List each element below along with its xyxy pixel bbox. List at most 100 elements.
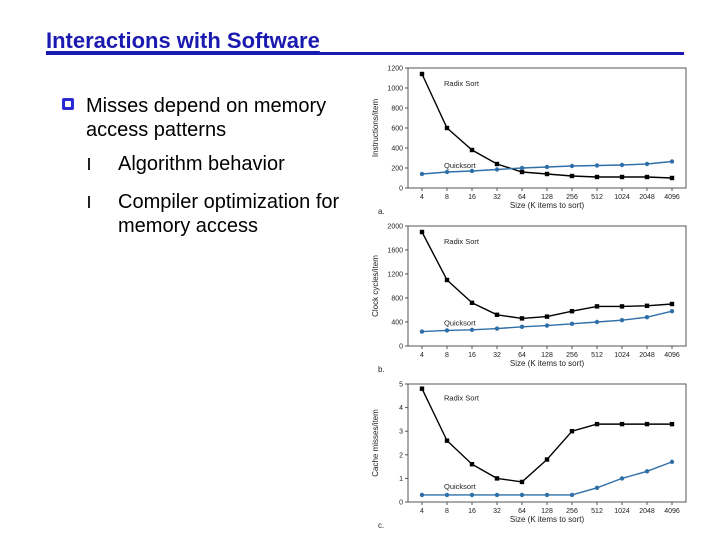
x-tick-label: 4096: [664, 508, 680, 515]
slide-title: Interactions with Software: [46, 28, 320, 53]
radix-sort-point: [419, 71, 425, 77]
title-rule: [46, 52, 684, 55]
panel-label: c.: [378, 521, 384, 530]
quicksort-label: Quicksort: [444, 482, 477, 491]
y-tick-label: 0: [399, 344, 403, 351]
quicksort-point: [544, 164, 550, 170]
quicksort-point: [544, 323, 550, 328]
quicksort-point: [444, 169, 450, 175]
quicksort-point: [469, 168, 475, 174]
radix-sort-point: [544, 314, 550, 319]
radix-sort-point: [519, 316, 525, 321]
radix-sort-point: [594, 304, 600, 309]
radix-sort-point: [569, 309, 575, 314]
x-tick-label: 16: [468, 352, 476, 359]
x-tick-label: 4: [420, 508, 424, 515]
radix-sort-point: [469, 300, 475, 305]
x-tick-label: 128: [541, 194, 553, 201]
quicksort-point: [494, 167, 500, 172]
radix-sort-point: [619, 304, 625, 309]
x-tick-label: 512: [591, 508, 603, 515]
quicksort-point: [669, 459, 675, 465]
y-axis-label: Clock cycles/item: [371, 255, 380, 317]
x-tick-label: 64: [518, 352, 526, 359]
radix-sort-point: [544, 171, 550, 177]
radix-sort-point: [444, 125, 450, 131]
x-tick-label: 4: [420, 194, 424, 201]
radix-sort-point: [444, 277, 450, 283]
x-tick-label: 16: [468, 194, 476, 201]
quicksort-point: [519, 324, 525, 329]
y-tick-label: 0: [399, 500, 403, 507]
x-axis-label: Size (K items to sort): [510, 201, 585, 210]
quicksort-point: [569, 321, 575, 326]
radix-sort-point: [494, 476, 500, 481]
quicksort-point: [519, 165, 525, 171]
radix-sort-point: [619, 174, 625, 180]
bar-bullet-icon: [88, 196, 90, 208]
y-tick-label: 400: [391, 146, 403, 153]
radix-sort-point: [419, 386, 425, 391]
quicksort-point: [444, 492, 450, 498]
quicksort-point: [619, 476, 625, 481]
x-tick-label: 4: [420, 352, 424, 359]
y-tick-label: 1000: [387, 86, 403, 93]
y-tick-label: 1600: [387, 248, 403, 255]
radix-sort-point: [669, 421, 675, 427]
y-tick-label: 4: [399, 405, 403, 412]
x-tick-label: 64: [518, 194, 526, 201]
radix-sort-point: [594, 421, 600, 427]
quicksort-label: Quicksort: [444, 161, 477, 170]
quicksort-point: [444, 328, 450, 333]
radix-sort-point: [519, 479, 525, 485]
y-tick-label: 0: [399, 186, 403, 193]
y-tick-label: 200: [391, 166, 403, 173]
quicksort-point: [419, 329, 425, 334]
x-tick-label: 512: [591, 352, 603, 359]
x-tick-label: 256: [566, 352, 578, 359]
x-tick-label: 512: [591, 194, 603, 201]
quicksort-point: [544, 492, 550, 498]
x-tick-label: 16: [468, 508, 476, 515]
radix-sort-point: [669, 301, 675, 307]
radix-sort-point: [644, 303, 650, 308]
x-tick-label: 64: [518, 508, 526, 515]
radix-sort-point: [444, 438, 450, 443]
radix-sort-label: Radix Sort: [444, 79, 480, 88]
quicksort-point: [644, 315, 650, 320]
quicksort-point: [519, 492, 525, 498]
y-tick-label: 600: [391, 126, 403, 133]
x-tick-label: 256: [566, 508, 578, 515]
x-tick-label: 1024: [614, 194, 630, 201]
quicksort-point: [419, 492, 425, 498]
quicksort-point: [469, 492, 475, 498]
y-tick-label: 2: [399, 452, 403, 459]
radix-sort-point: [669, 175, 675, 181]
bar-bullet-icon: [88, 158, 90, 170]
radix-sort-point: [494, 312, 500, 317]
radix-sort-point: [644, 421, 650, 427]
quicksort-point: [619, 318, 625, 323]
sub-bullet-text: Algorithm behavior: [118, 153, 285, 175]
quicksort-point: [569, 163, 575, 169]
square-bullet-icon: [62, 98, 74, 110]
x-tick-label: 2048: [639, 352, 655, 359]
y-tick-label: 5: [399, 382, 403, 389]
quicksort-point: [594, 319, 600, 325]
quicksort-label: Quicksort: [444, 319, 477, 328]
radix-sort-point: [469, 147, 475, 153]
quicksort-point: [644, 161, 650, 167]
y-tick-label: 1200: [387, 66, 403, 73]
y-tick-label: 800: [391, 106, 403, 113]
radix-sort-point: [644, 174, 650, 180]
radix-sort-point: [419, 229, 425, 235]
x-tick-label: 256: [566, 194, 578, 201]
quicksort-point: [494, 492, 500, 498]
x-tick-label: 8: [445, 352, 449, 359]
radix-sort-point: [594, 174, 600, 180]
radix-sort-point: [494, 161, 500, 167]
x-tick-label: 8: [445, 508, 449, 515]
x-tick-label: 1024: [614, 508, 630, 515]
quicksort-point: [594, 163, 600, 168]
